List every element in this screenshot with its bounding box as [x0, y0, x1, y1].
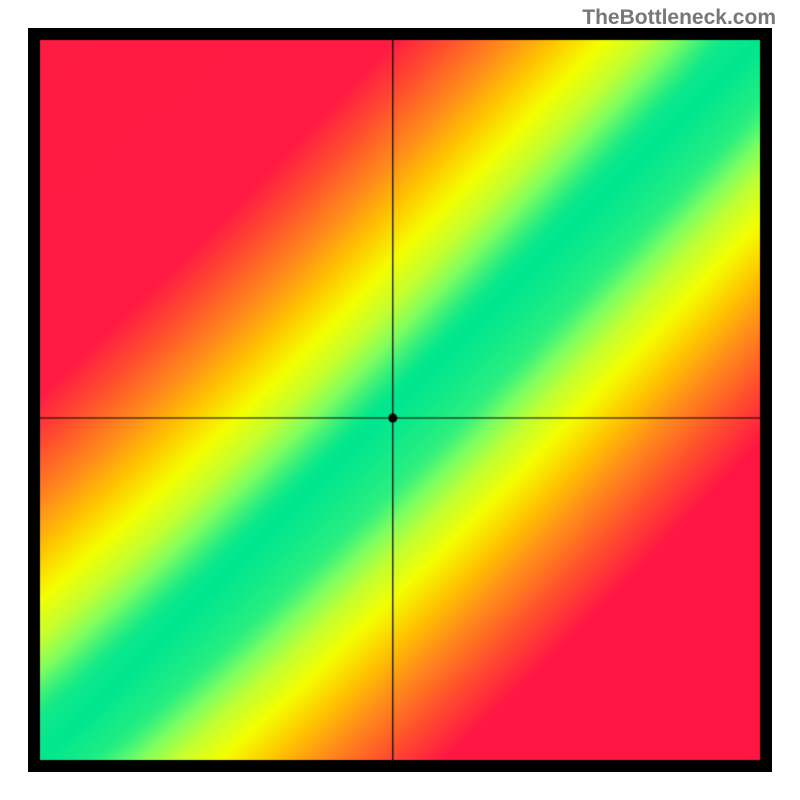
heatmap-canvas: [28, 28, 772, 772]
watermark-text: TheBottleneck.com: [582, 6, 776, 30]
plot-frame: [28, 28, 772, 772]
chart-container: TheBottleneck.com: [0, 0, 800, 800]
